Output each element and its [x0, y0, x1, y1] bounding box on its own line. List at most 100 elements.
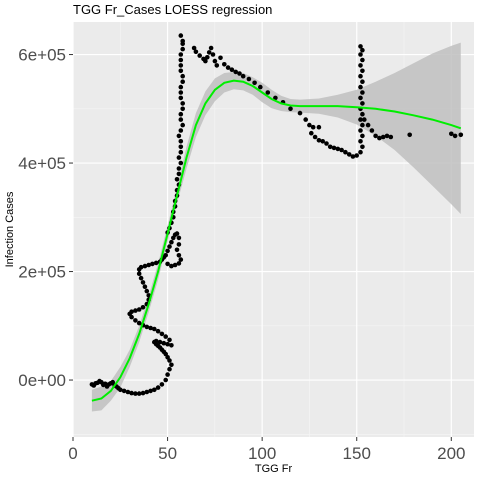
data-point	[174, 247, 180, 253]
data-point	[140, 390, 146, 396]
data-point	[150, 261, 155, 267]
y-axis-label: Infection Cases	[4, 191, 16, 267]
data-point	[129, 390, 134, 396]
x-axis-label: TGG Fr	[255, 463, 293, 475]
data-point	[354, 153, 360, 158]
x-tick-label: 50	[158, 444, 177, 463]
data-point	[176, 166, 182, 171]
data-point	[176, 235, 182, 241]
data-point	[165, 372, 170, 377]
data-point	[178, 149, 184, 155]
data-point	[176, 242, 182, 247]
data-point	[178, 95, 184, 101]
data-point	[265, 90, 271, 95]
data-point	[165, 248, 170, 254]
data-point	[350, 154, 356, 159]
data-point	[133, 318, 138, 323]
data-point	[159, 331, 165, 337]
data-point	[310, 124, 316, 130]
data-point	[178, 111, 184, 117]
data-point	[118, 387, 123, 393]
data-point	[169, 343, 174, 348]
data-point	[297, 110, 303, 116]
data-point	[206, 50, 212, 55]
data-point	[144, 288, 150, 294]
data-point	[358, 44, 363, 49]
x-tick-label: 100	[248, 444, 276, 463]
data-point	[407, 132, 413, 138]
data-point	[252, 80, 257, 86]
x-tick-label: 150	[343, 444, 371, 463]
data-point	[331, 145, 337, 151]
data-point	[365, 122, 371, 128]
data-point	[129, 309, 134, 315]
data-point	[193, 49, 199, 55]
data-point	[169, 263, 174, 269]
data-point	[240, 73, 246, 79]
data-point	[214, 63, 220, 68]
data-point	[358, 95, 363, 101]
data-point	[218, 55, 223, 61]
data-point	[360, 47, 365, 53]
data-point	[178, 257, 184, 262]
data-point	[176, 155, 182, 160]
data-point	[176, 253, 182, 258]
y-tick-label: 0e+00	[18, 371, 66, 390]
data-point	[180, 73, 185, 79]
data-point	[360, 101, 365, 106]
data-point	[153, 260, 159, 266]
data-point	[155, 385, 161, 390]
chart-title: TGG Fr_Cases LOESS regression	[73, 2, 272, 17]
data-point	[343, 149, 348, 155]
data-point	[178, 57, 184, 63]
data-point	[360, 144, 365, 150]
data-point	[167, 244, 172, 249]
data-point	[165, 341, 170, 347]
data-point	[169, 239, 174, 245]
data-point	[136, 271, 142, 277]
y-tick-label: 2e+05	[18, 263, 66, 282]
data-point	[180, 38, 185, 44]
data-point	[140, 280, 146, 285]
y-tick-label: 4e+05	[18, 154, 66, 173]
data-point	[138, 275, 144, 281]
data-point	[452, 133, 458, 139]
data-point	[140, 305, 146, 310]
data-point	[174, 231, 180, 236]
data-point	[172, 262, 178, 268]
x-tick-label: 0	[68, 444, 77, 463]
data-point	[142, 284, 148, 290]
data-point	[360, 122, 365, 128]
data-point	[358, 84, 363, 90]
data-point	[233, 69, 238, 75]
data-point	[316, 124, 322, 130]
data-point	[176, 171, 182, 177]
data-point	[388, 134, 394, 140]
data-point	[136, 320, 142, 326]
data-point	[191, 45, 197, 51]
data-point	[178, 128, 184, 133]
data-point	[146, 262, 151, 268]
data-point	[178, 33, 184, 38]
data-point	[229, 67, 235, 72]
data-point	[360, 133, 365, 139]
data-point	[360, 90, 365, 95]
confidence-band	[91, 42, 461, 412]
data-point	[180, 122, 185, 128]
data-point	[273, 95, 278, 101]
data-point	[174, 177, 180, 182]
data-point	[178, 90, 184, 95]
data-point	[197, 53, 202, 58]
data-point	[180, 79, 185, 84]
data-point	[203, 58, 208, 64]
y-axis-ticks: 0e+00 2e+05 4e+05 6e+05	[18, 46, 73, 390]
data-point	[167, 366, 172, 372]
data-point	[360, 79, 365, 84]
data-point	[373, 133, 378, 139]
data-point	[360, 57, 365, 63]
data-point	[167, 337, 172, 343]
data-point	[210, 52, 216, 57]
data-point	[358, 63, 363, 68]
data-point	[312, 134, 318, 140]
